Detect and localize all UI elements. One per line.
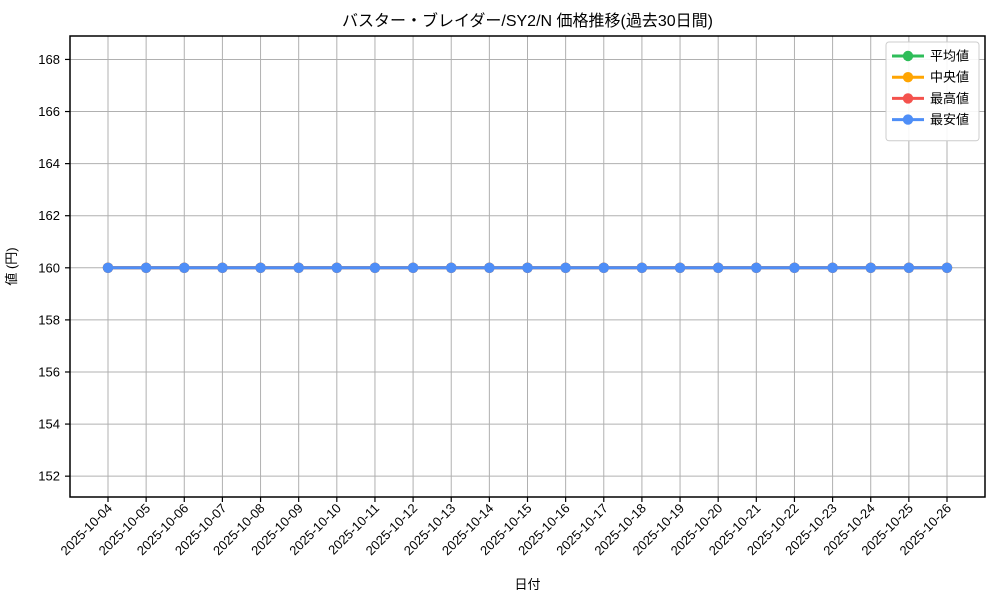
legend-item-平均値: 平均値: [892, 49, 969, 64]
data-point: [407, 262, 419, 274]
y-tick-label: 152: [38, 469, 60, 484]
y-tick-label: 160: [38, 260, 60, 275]
data-point: [751, 262, 762, 274]
data-point: [827, 262, 838, 274]
legend-label: 最安値: [930, 112, 969, 127]
y-tick-label: 162: [38, 208, 60, 223]
data-point: [293, 262, 304, 274]
data-point: [712, 262, 724, 274]
data-point: [484, 262, 495, 274]
data-point: [789, 262, 800, 274]
legend-item-最高値: 最高値: [892, 91, 969, 106]
chart-title: バスター・ブレイダー/SY2/N 価格推移(過去30日間): [342, 11, 713, 30]
data-point: [636, 262, 648, 274]
y-tick-label: 154: [38, 417, 60, 432]
data-point: [331, 262, 343, 274]
y-tick-label: 158: [38, 312, 60, 327]
series-最安値: [102, 262, 953, 274]
legend-label: 最高値: [930, 91, 969, 106]
y-tick-label: 164: [38, 156, 60, 171]
data-point: [598, 262, 609, 274]
data-point: [217, 262, 228, 274]
y-tick-label: 156: [38, 364, 60, 379]
legend-label: 中央値: [930, 70, 969, 85]
legend-marker: [902, 72, 914, 83]
y-tick-label: 168: [38, 52, 60, 67]
data-point: [674, 262, 686, 274]
data-point: [140, 262, 152, 274]
data-point: [560, 262, 571, 274]
y-tick-label: 166: [38, 104, 60, 119]
data-point: [369, 262, 381, 274]
data-point: [522, 262, 533, 274]
legend-item-中央値: 中央値: [892, 70, 969, 85]
legend-marker: [902, 114, 914, 125]
data-point: [941, 262, 953, 274]
x-axis-label: 日付: [514, 577, 540, 592]
axis-ticks: [65, 58, 948, 502]
legend-marker: [902, 50, 914, 62]
legend-label: 平均値: [930, 49, 969, 64]
data-point: [255, 262, 266, 274]
data-point: [865, 262, 876, 274]
data-point: [446, 262, 457, 274]
data-point: [102, 262, 114, 274]
legend-marker: [902, 93, 914, 104]
data-point: [903, 262, 915, 274]
legend-item-最安値: 最安値: [892, 112, 969, 127]
y-axis-label: 値 (円): [4, 247, 19, 285]
data-point: [179, 262, 190, 274]
